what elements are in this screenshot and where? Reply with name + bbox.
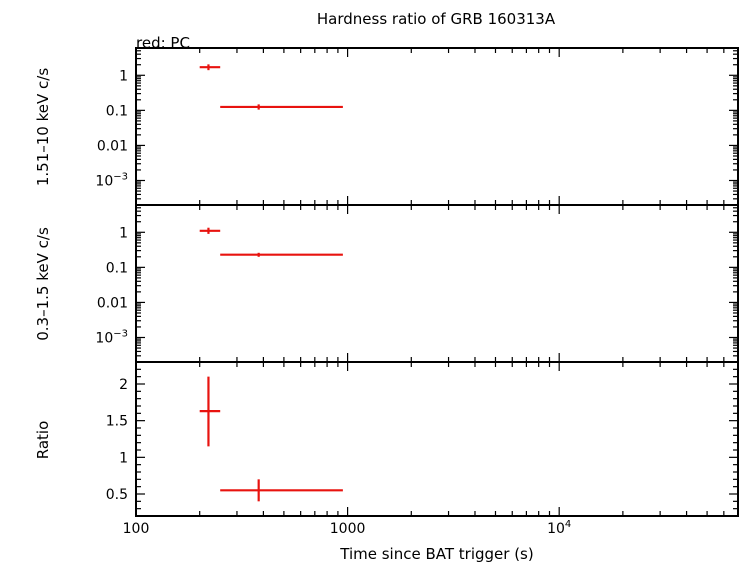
x-axis-label: Time since BAT trigger (s) (339, 545, 533, 563)
y-tick-label: 0.01 (97, 138, 128, 154)
data-point (199, 227, 221, 234)
panel-frame (135, 47, 739, 206)
y-tick-label: 1.5 (106, 414, 128, 430)
x-tick-label: 100 (123, 521, 150, 537)
panel-hard: 1 0.1 0.01 10−3 1.51–10 keV c/s (34, 47, 739, 206)
y-tick-label: 0.5 (106, 487, 128, 503)
panel-ratio: 0.5 1 1.5 2 Ratio (34, 361, 739, 517)
data-point (199, 376, 221, 447)
y-tick-label: 10−3 (95, 328, 128, 346)
y-tick-label: 2 (119, 377, 128, 393)
chart-title: Hardness ratio of GRB 160313A (317, 10, 556, 28)
data-point (199, 64, 221, 71)
chart-panels: 1 0.1 0.01 10−3 1.51–10 keV c/s 1 0.1 0.01 10−3 0… (34, 47, 739, 537)
y-tick-label: 0.1 (106, 260, 128, 276)
panel-frame (135, 204, 739, 363)
legend-note: red: PC (136, 34, 190, 52)
y-axis-label: Ratio (34, 421, 52, 460)
x-tick-label: 104 (547, 519, 571, 537)
data-point (220, 252, 343, 257)
y-tick-label: 10−3 (95, 171, 128, 189)
y-tick-label: 0.1 (106, 103, 128, 119)
y-axis-label: 0.3–1.5 keV c/s (34, 227, 52, 341)
panel-frame (135, 361, 739, 517)
y-tick-label: 1 (119, 68, 128, 84)
y-tick-label: 1 (119, 225, 128, 241)
y-axis-label: 1.51–10 keV c/s (34, 68, 52, 186)
data-point (220, 104, 343, 110)
data-point (220, 479, 343, 502)
panel-soft: 1 0.1 0.01 10−3 0.3–1.5 keV c/s (34, 204, 739, 363)
x-tick-label: 1000 (330, 521, 366, 537)
y-tick-label: 0.01 (97, 295, 128, 311)
y-tick-label: 1 (119, 450, 128, 466)
